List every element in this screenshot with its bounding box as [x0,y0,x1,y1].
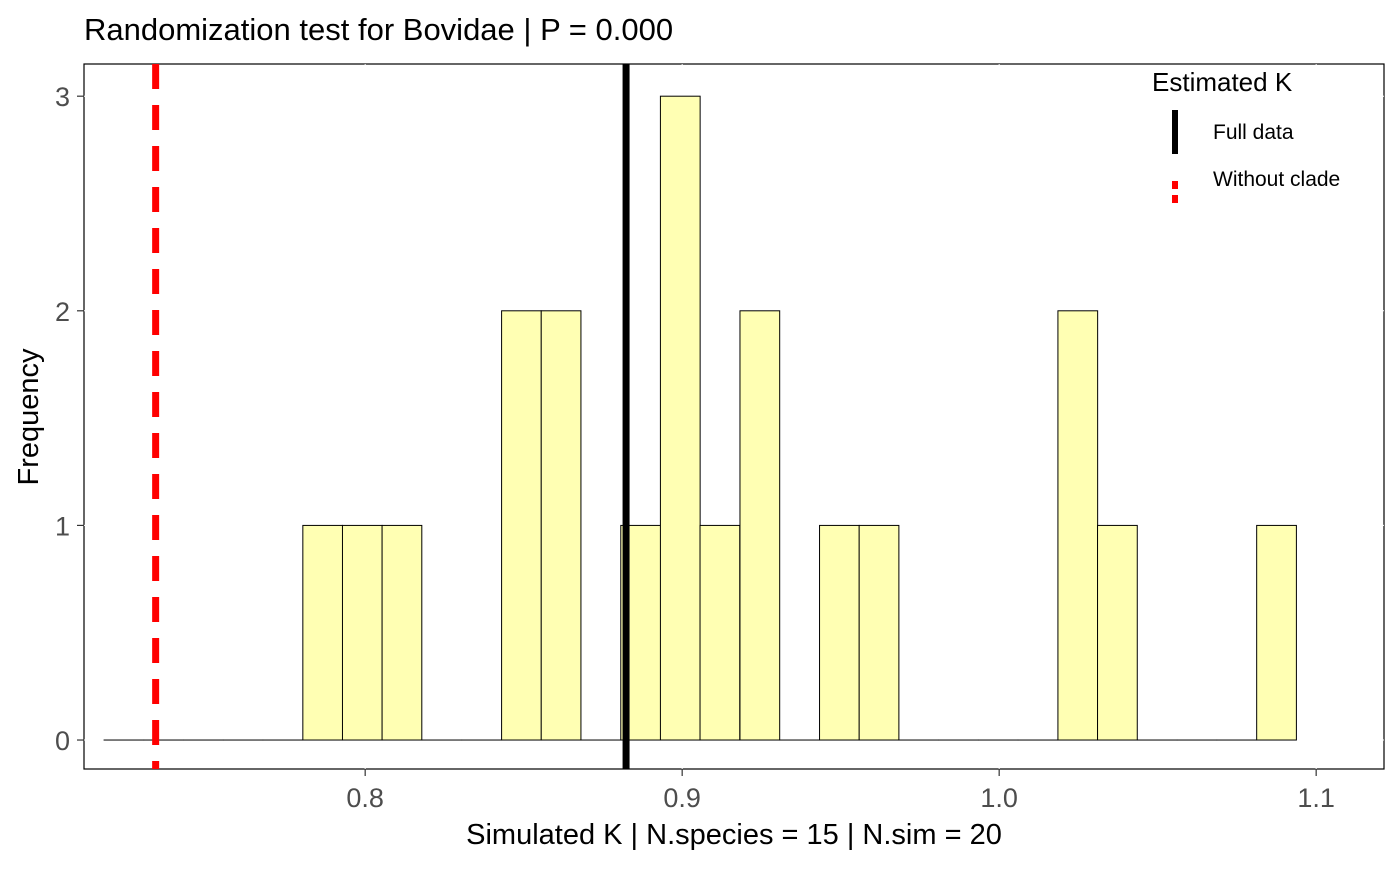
y-tick-label: 0 [55,726,70,756]
legend-label: Full data [1213,121,1294,144]
histogram-bar [541,311,581,740]
x-tick-label: 0.9 [663,783,701,813]
histogram-bar [382,525,422,740]
histogram-bar [859,525,899,740]
x-axis-label: Simulated K | N.species = 15 | N.sim = 2… [466,819,1002,851]
y-tick-label: 2 [55,297,70,327]
legend-title: Estimated K [1152,67,1293,97]
histogram-bar [502,311,542,740]
histogram-bar [1098,525,1138,740]
x-tick-label: 1.0 [980,783,1018,813]
x-tick-label: 0.8 [346,783,384,813]
legend-label: Without clade [1213,168,1340,191]
histogram-bar [820,525,860,740]
histogram-bar [740,311,780,740]
histogram-bar [342,525,382,740]
y-axis-label: Frequency [13,348,45,486]
histogram-bar [303,525,343,740]
histogram-bar [1257,525,1297,740]
x-tick-label: 1.1 [1297,783,1335,813]
y-tick-label: 1 [55,511,70,541]
histogram-bar [700,525,740,740]
y-tick-label: 3 [55,82,70,112]
histogram-bar [660,96,700,740]
histogram-bar [1058,311,1098,740]
chart-title: Randomization test for Bovidae | P = 0.0… [84,12,673,47]
